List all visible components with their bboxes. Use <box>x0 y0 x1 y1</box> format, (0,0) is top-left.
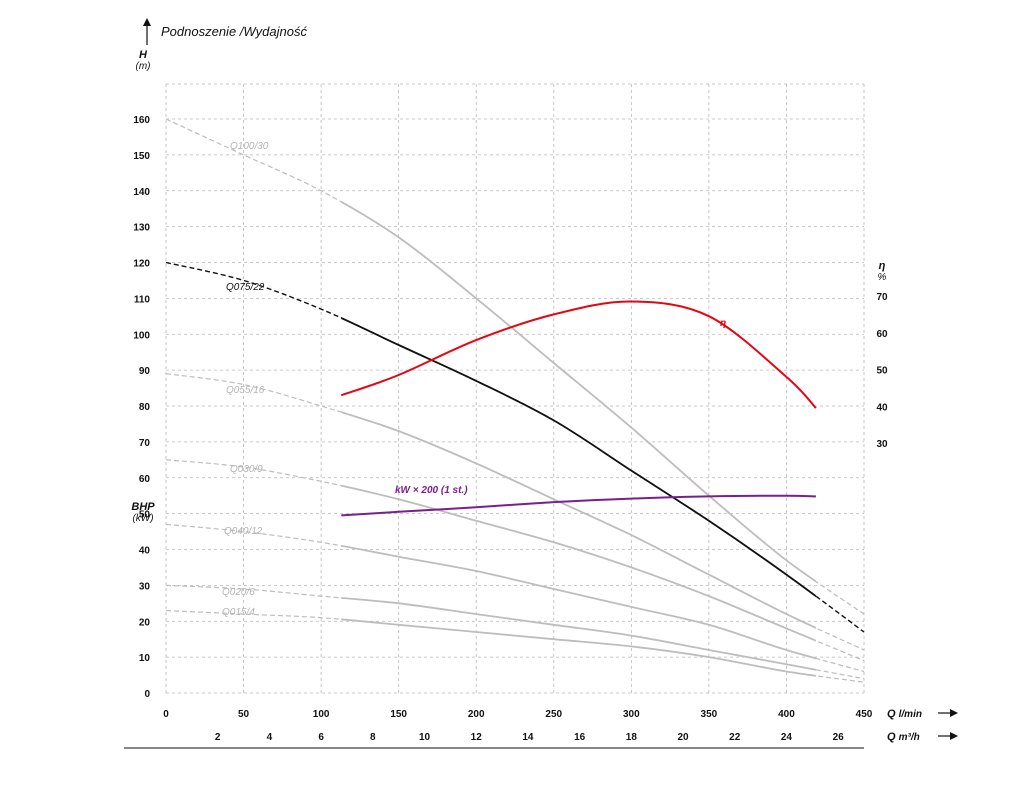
curve- <box>340 300 817 409</box>
bhp-axis-unit: (kW) <box>132 513 153 524</box>
x-axis-label: Q l/min <box>887 708 922 720</box>
y-tick-label: 40 <box>139 546 151 557</box>
series-label: Q100/30 <box>230 141 269 152</box>
chart-title: Podnoszenie /Wydajność <box>161 24 307 39</box>
series-line-solid <box>341 484 816 642</box>
eta-tick-label: 70 <box>876 292 888 303</box>
x2-tick-label: 10 <box>419 732 431 743</box>
y-tick-label: 130 <box>133 223 150 234</box>
series-line-dashed <box>165 459 865 662</box>
eta-axis-label: η <box>879 260 886 272</box>
eta-tick-label: 60 <box>876 329 888 340</box>
y-tick-label: 100 <box>133 330 150 341</box>
x2-tick-label: 24 <box>781 732 793 743</box>
x-tick-label: 250 <box>545 709 562 720</box>
series-label: η <box>720 318 726 329</box>
series-line <box>341 494 816 517</box>
x-tick-label: 300 <box>623 709 640 720</box>
series-line-dashed <box>165 584 865 680</box>
axes: 0102030405060708090100110120130140150160… <box>124 115 888 749</box>
y-tick-label: 70 <box>139 438 151 449</box>
x2-axis-unit: m³/h <box>899 732 920 743</box>
curve-q030-9 <box>165 459 865 662</box>
curve-q055-16 <box>165 373 865 651</box>
series-line-dashed <box>165 118 865 615</box>
series-line-solid <box>341 316 816 598</box>
curve-q075-22 <box>165 261 865 633</box>
y-tick-label: 50 <box>139 510 151 521</box>
x-tick-label: 50 <box>238 709 250 720</box>
eta-tick-label: 50 <box>876 366 888 377</box>
x2-tick-label: 16 <box>574 732 586 743</box>
performance-curves <box>165 118 865 683</box>
x-tick-label: 0 <box>163 709 169 720</box>
x-tick-label: 400 <box>778 709 795 720</box>
series-line-solid <box>341 618 816 677</box>
x2-tick-label: 22 <box>729 732 741 743</box>
series-label: Q020/6 <box>222 587 255 598</box>
x2-axis-label: Q m³/h <box>887 731 920 743</box>
series-label: Q015/4 <box>222 607 255 618</box>
y-tick-label: 10 <box>139 653 151 664</box>
x2-tick-label: 14 <box>522 732 534 743</box>
y-tick-label: 110 <box>134 294 151 305</box>
eta-tick-label: 40 <box>876 402 888 413</box>
series-label: Q075/22 <box>226 282 265 293</box>
x2-tick-label: 4 <box>267 732 273 743</box>
x-tick-label: 100 <box>313 709 330 720</box>
y-tick-label: 90 <box>139 366 151 377</box>
eta-tick-label: 30 <box>876 439 888 450</box>
series-label: kW × 200 (1 st.) <box>395 485 468 496</box>
x-axis-unit: l/min <box>899 709 922 720</box>
x-tick-label: 350 <box>701 709 718 720</box>
series-line-solid <box>341 544 816 660</box>
grid <box>165 83 865 694</box>
x2-tick-label: 18 <box>626 732 638 743</box>
series-line-solid <box>341 411 816 629</box>
y-tick-label: 150 <box>133 151 150 162</box>
series-label: Q040/12 <box>224 526 263 537</box>
x-tick-label: 150 <box>390 709 407 720</box>
x-tick-label: 450 <box>856 709 873 720</box>
up-arrow-icon <box>143 18 151 26</box>
labels: Podnoszenie /Wydajność H(m) BHP(kW) η% Q l/m… <box>131 18 958 743</box>
y-tick-label: 120 <box>133 259 150 270</box>
series-label: Q030/9 <box>230 464 263 475</box>
y-tick-label: 60 <box>139 474 151 485</box>
y-tick-label: 30 <box>139 581 151 592</box>
x-tick-label: 200 <box>468 709 485 720</box>
x2-tick-label: 8 <box>370 732 376 743</box>
series-line-solid <box>341 596 816 671</box>
series-line-dashed <box>165 373 865 651</box>
curve-kw-200-1-st <box>341 494 816 517</box>
y-tick-label: 140 <box>133 187 150 198</box>
y-axis-label: H <box>139 49 148 61</box>
y-tick-label: 80 <box>139 402 151 413</box>
y-axis-unit: (m) <box>136 61 151 72</box>
curve-q020-6 <box>165 584 865 680</box>
series-label: Q055/16 <box>226 385 265 396</box>
series-line <box>340 300 817 409</box>
x2-tick-label: 20 <box>677 732 689 743</box>
bhp-axis-label: BHP <box>131 501 155 513</box>
x2-tick-label: 6 <box>318 732 324 743</box>
x2-tick-label: 12 <box>471 732 483 743</box>
curve-q100-30 <box>165 118 865 615</box>
y-tick-label: 160 <box>133 115 150 126</box>
series-line-solid <box>341 200 816 583</box>
series-line-dashed <box>165 523 865 673</box>
curve-q040-12 <box>165 523 865 673</box>
y-tick-label: 0 <box>144 689 150 700</box>
right-arrow-icon <box>950 732 958 740</box>
y-tick-label: 20 <box>139 617 151 628</box>
curve-q015-4 <box>165 609 865 683</box>
series-line-dashed <box>165 261 865 633</box>
x2-tick-label: 2 <box>215 732 221 743</box>
eta-axis-unit: % <box>878 272 887 283</box>
x2-tick-label: 26 <box>833 732 845 743</box>
right-arrow-icon <box>950 709 958 717</box>
